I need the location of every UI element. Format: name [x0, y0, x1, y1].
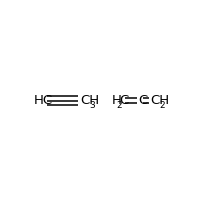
- Text: 2: 2: [117, 101, 122, 110]
- Text: 2: 2: [159, 101, 165, 110]
- Text: H: H: [112, 95, 122, 108]
- Text: CH: CH: [80, 95, 99, 108]
- Text: C: C: [120, 95, 129, 108]
- Text: HC: HC: [34, 95, 53, 108]
- Text: CH: CH: [150, 95, 169, 108]
- Text: C: C: [138, 95, 147, 108]
- Text: 3: 3: [89, 101, 95, 110]
